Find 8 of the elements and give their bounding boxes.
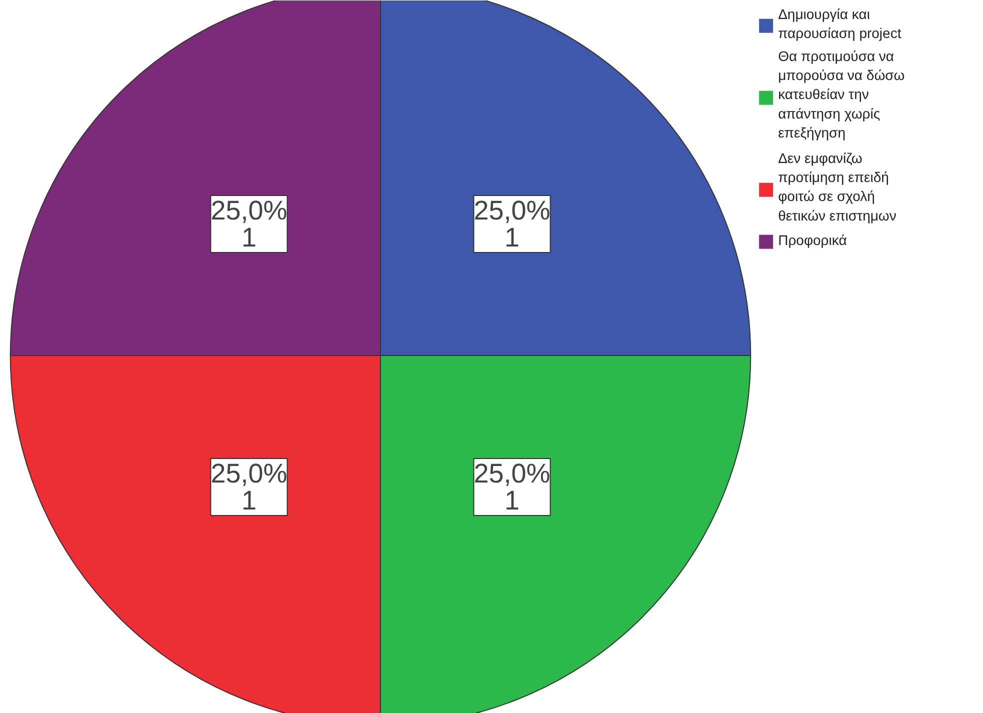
- data-label: 25,0% 1: [210, 458, 288, 516]
- legend-label: Δημιουργία και παρουσίαση project: [778, 6, 902, 42]
- legend-label: Προφορικά: [778, 232, 847, 248]
- data-label: 25,0% 1: [474, 458, 550, 516]
- legend-label: Θα προτιμούσα να μπορούσα να δώσω κατευθείαν την απάντηση χωρίς επεξήγηση: [778, 48, 905, 141]
- data-label: 25,0% 1: [474, 195, 550, 252]
- legend-label: Δεν εμφανίζω προτίμηση επειδή φοιτώ σε σχολή θετικών επιστημων: [778, 150, 896, 224]
- data-label: 25,0% 1: [210, 195, 288, 252]
